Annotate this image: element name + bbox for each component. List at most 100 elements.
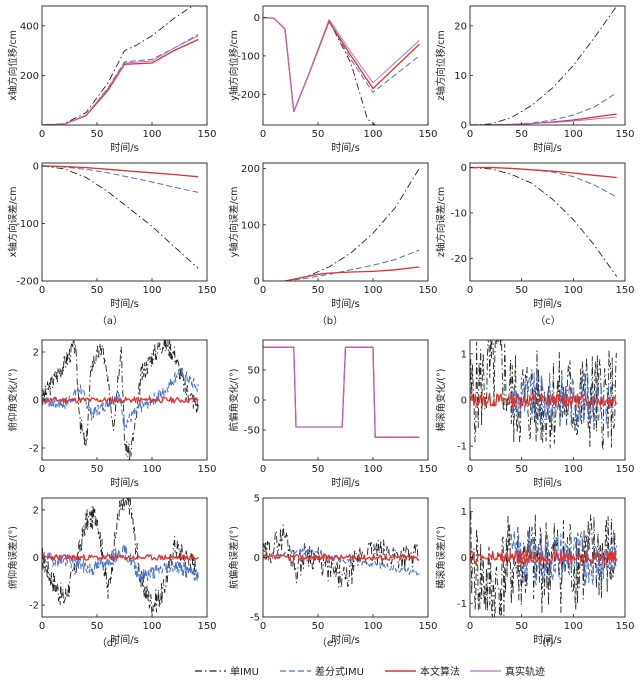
y-tick-label: -100 <box>237 51 260 62</box>
x-axis-label: 时间/s <box>110 297 139 310</box>
x-tick-label: 50 <box>515 129 528 140</box>
x-tick-label: 150 <box>197 285 216 296</box>
y-tick-label: 5 <box>254 494 260 505</box>
series-line-ours <box>263 346 420 438</box>
y-axis-label: 俯仰角变化/(°) <box>7 369 19 432</box>
plot-frame <box>469 5 626 126</box>
x-tick-label: 50 <box>515 464 528 475</box>
y-tick-label: -50 <box>244 426 260 437</box>
y-tick-label: 50 <box>247 366 260 377</box>
x-tick-label: 100 <box>142 464 161 475</box>
x-tick-label: 150 <box>418 621 437 632</box>
y-tick-label: 400 <box>20 21 39 32</box>
series-line-truth <box>42 35 199 125</box>
series-line-imu <box>42 6 194 125</box>
series-line-ours <box>284 266 420 281</box>
x-tick-label: 150 <box>615 464 634 475</box>
y-tick-label: -2 <box>29 444 39 455</box>
x-tick-label: 0 <box>467 464 473 475</box>
series-line-imu <box>470 340 617 451</box>
y-tick-label: 0 <box>254 13 260 24</box>
x-axis-label: 时间/s <box>331 141 360 154</box>
x-tick-label: 100 <box>564 464 583 475</box>
legend-label-ours: 本文算法 <box>420 665 460 678</box>
x-tick-label: 150 <box>418 464 437 475</box>
legend-label-truth: 真实轨迹 <box>505 665 545 678</box>
series-line-dist <box>284 249 420 281</box>
x-axis-label: 时间/s <box>533 141 562 154</box>
y-axis-label: z轴方向位移/cm <box>435 30 447 100</box>
series-group <box>470 166 618 277</box>
x-tick-label: 100 <box>564 621 583 632</box>
series-group <box>470 340 618 451</box>
caption-a: （a） <box>97 315 123 327</box>
series-line-ours <box>42 396 199 404</box>
y-tick-label: 0 <box>33 396 39 407</box>
y-axis-label: y轴方向误差/cm <box>228 187 240 258</box>
series-line-dist <box>42 165 199 193</box>
series-line-imu <box>42 340 199 460</box>
x-tick-label: 150 <box>615 621 634 632</box>
y-tick-label: 0 <box>254 396 260 407</box>
x-tick-label: 100 <box>142 621 161 632</box>
x-tick-label: 0 <box>467 129 473 140</box>
y-tick-label: 1 <box>461 349 467 360</box>
x-tick-label: 150 <box>615 285 634 296</box>
x-axis-label: 时间/s <box>533 633 562 646</box>
x-axis-label: 时间/s <box>110 141 139 154</box>
series-line-imu <box>470 510 617 617</box>
x-tick-label: 150 <box>615 129 634 140</box>
x-tick-label: 50 <box>515 285 528 296</box>
series-line-dist <box>42 366 199 430</box>
x-tick-label: 50 <box>91 285 104 296</box>
x-tick-label: 100 <box>363 464 382 475</box>
x-tick-label: 50 <box>312 129 325 140</box>
y-tick-label: -200 <box>237 90 260 101</box>
series-line-imu <box>263 524 420 589</box>
x-tick-label: 0 <box>467 285 473 296</box>
x-tick-label: 50 <box>91 621 104 632</box>
caption-d: （d） <box>97 637 123 649</box>
y-tick-label: 1 <box>461 507 467 518</box>
y-tick-label: 0 <box>33 553 39 564</box>
x-tick-label: 100 <box>363 621 382 632</box>
series-line-imu <box>470 167 618 277</box>
plot-frame <box>41 5 208 126</box>
x-axis-label: 时间/s <box>533 297 562 310</box>
y-axis-label: x轴方向误差/cm <box>7 187 19 258</box>
panel-p8: 0 50 100 150 50 0 -50 时间/s 航偏角变化/(°) <box>228 339 438 489</box>
x-axis-label: 时间/s <box>110 633 139 646</box>
x-tick-label: 0 <box>39 129 45 140</box>
x-tick-label: 0 <box>260 621 266 632</box>
y-axis-label: 横滚角误差/(°) <box>435 526 447 589</box>
y-axis-label: 横滚角变化/(°) <box>435 369 447 432</box>
x-tick-label: 0 <box>39 285 45 296</box>
x-tick-label: 100 <box>564 129 583 140</box>
series-group <box>263 346 420 438</box>
x-tick-label: 0 <box>260 464 266 475</box>
series-line-ours <box>42 38 199 125</box>
y-axis-label: 航偏角误差/(°) <box>228 526 240 589</box>
y-tick-label: -100 <box>16 219 39 230</box>
series-group <box>42 165 199 269</box>
series-line-dist <box>470 92 617 125</box>
y-tick-label: 0 <box>254 553 260 564</box>
series-line-ours <box>42 554 199 561</box>
x-tick-label: 150 <box>418 285 437 296</box>
x-tick-label: 50 <box>515 621 528 632</box>
series-line-dist <box>263 547 420 576</box>
series-group <box>470 6 618 125</box>
series-line-truth <box>263 17 420 113</box>
y-tick-label: 0 <box>254 277 260 288</box>
plot-frame <box>262 162 429 282</box>
y-tick-label: 200 <box>241 164 260 175</box>
y-axis-label: 俯仰角误差/(°) <box>7 526 19 589</box>
y-tick-label: -200 <box>16 277 39 288</box>
x-tick-label: 100 <box>363 129 382 140</box>
